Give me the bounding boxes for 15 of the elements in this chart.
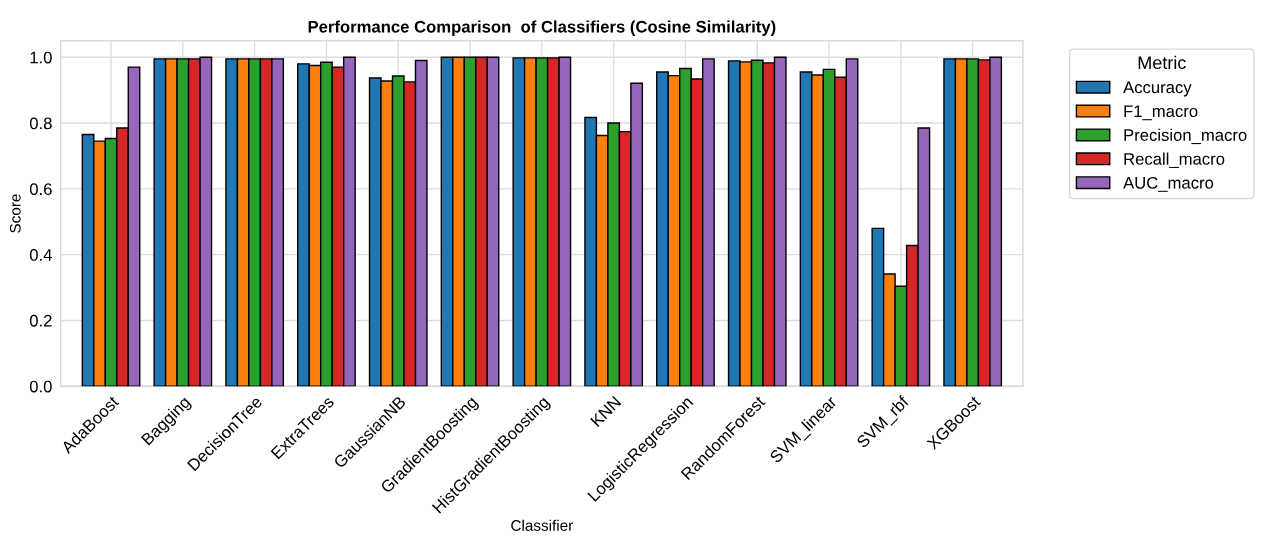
y-tick-label: 0.2 [29,314,52,327]
y-tick-label: 1.0 [30,51,52,64]
y-tick-label: 0.6 [29,183,52,196]
x-axis-title: Classifier [511,519,573,531]
chart-title: Performance Comparison of Classifiers (Cosine Similarity) [308,20,776,36]
y-tick-label: 0.0 [29,380,52,393]
legend-label: Recall_macro [1124,152,1225,168]
y-axis-title: Score [9,194,21,233]
legend-label: F1_macro [1124,105,1198,121]
legend-label: Accuracy [1123,81,1192,97]
legend-label: Precision_macro [1124,128,1247,145]
y-tick-label: 0.4 [29,249,52,261]
y-tick-label: 0.8 [29,117,52,130]
legend-title: Metric [1138,55,1186,70]
legend-label: AUC_macro [1123,176,1214,192]
